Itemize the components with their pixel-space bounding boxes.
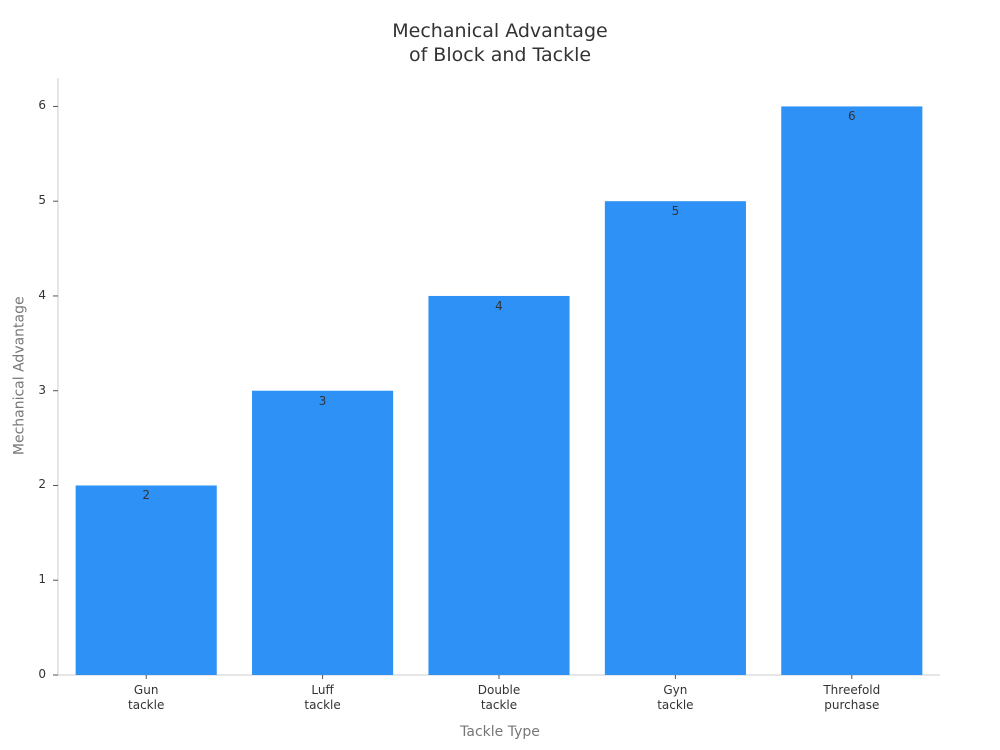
value-label: 3 [318, 393, 327, 408]
bar [604, 201, 746, 675]
y-tick-label: 1 [38, 572, 46, 587]
x-tick-label: Gun tackle [128, 683, 165, 712]
y-tick-label: 0 [38, 667, 46, 681]
bar [252, 390, 394, 675]
y-tick-label: 4 [38, 287, 46, 302]
y-axis-label: Mechanical Advantage [11, 296, 28, 456]
bar [75, 485, 217, 675]
y-tick-label: 2 [38, 477, 46, 492]
value-label: 5 [671, 204, 680, 219]
chart-title: Mechanical Advantage of Block and Tackle [392, 20, 608, 66]
y-tick-label: 5 [38, 193, 46, 208]
bar [781, 106, 923, 675]
value-label: 4 [495, 298, 503, 313]
y-tick-label: 3 [38, 382, 46, 397]
x-tick-label: Luff tackle [304, 683, 341, 712]
y-tick-label: 6 [38, 98, 46, 113]
x-tick-label: Threefold purchase [823, 683, 881, 712]
value-label: 2 [142, 488, 150, 503]
bar [428, 295, 570, 675]
value-label: 6 [847, 109, 856, 124]
x-tick-label: Double tackle [477, 683, 521, 712]
x-tick-label: Gyn tackle [657, 683, 694, 712]
x-axis-label: Tackle Type [460, 724, 540, 740]
